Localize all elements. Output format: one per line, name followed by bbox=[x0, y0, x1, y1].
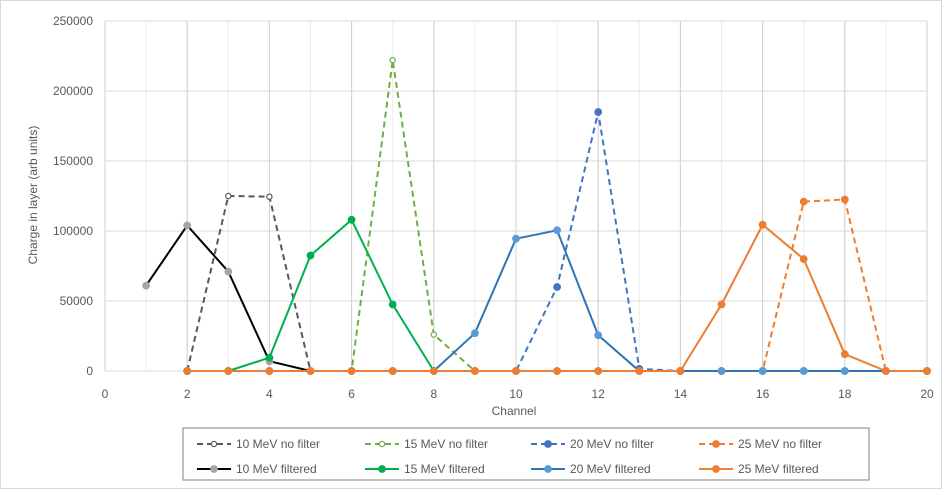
data-point bbox=[183, 367, 192, 375]
x-axis-ticks: 0 2 4 6 8 10 12 14 16 18 20 bbox=[102, 387, 934, 401]
x-tick-label: 2 bbox=[184, 387, 191, 401]
legend-label: 10 MeV no filter bbox=[236, 437, 320, 451]
legend-label: 20 MeV filtered bbox=[570, 462, 651, 476]
x-tick-label: 16 bbox=[756, 387, 770, 401]
data-point bbox=[635, 367, 644, 375]
legend-entry: 15 MeV no filter bbox=[365, 437, 488, 451]
y-axis-ticks: 0 50000 100000 150000 200000 250000 bbox=[53, 14, 93, 378]
y-tick-label: 250000 bbox=[53, 14, 93, 28]
data-point bbox=[389, 57, 396, 64]
plot-area bbox=[142, 57, 931, 375]
series-7 bbox=[183, 220, 931, 375]
legend-entry: 15 MeV filtered bbox=[365, 462, 485, 476]
x-tick-label: 20 bbox=[920, 387, 934, 401]
data-point bbox=[347, 215, 356, 224]
legend-entry: 25 MeV filtered bbox=[699, 462, 819, 476]
x-tick-label: 4 bbox=[266, 387, 273, 401]
y-tick-label: 100000 bbox=[53, 224, 93, 238]
x-tick-label: 12 bbox=[592, 387, 606, 401]
data-point bbox=[388, 300, 397, 309]
legend-label: 20 MeV no filter bbox=[570, 437, 654, 451]
x-tick-label: 14 bbox=[674, 387, 688, 401]
data-point bbox=[553, 283, 561, 291]
legend-box bbox=[182, 427, 870, 481]
data-point bbox=[265, 353, 274, 362]
legend-marker bbox=[210, 465, 218, 473]
legend-entry: 10 MeV filtered bbox=[197, 462, 317, 476]
legend: 10 MeV no filter 15 MeV no filter 20 MeV n… bbox=[182, 427, 870, 481]
x-axis-title: Channel bbox=[492, 404, 537, 418]
legend-marker bbox=[378, 440, 386, 448]
data-point bbox=[840, 367, 849, 375]
x-tick-label: 8 bbox=[430, 387, 437, 401]
data-point bbox=[265, 367, 274, 375]
data-point bbox=[306, 251, 315, 260]
data-point bbox=[306, 367, 315, 375]
legend-label: 10 MeV filtered bbox=[236, 462, 317, 476]
data-point bbox=[512, 367, 520, 375]
data-point bbox=[840, 195, 849, 204]
data-point bbox=[512, 234, 520, 243]
x-tick-label: 10 bbox=[509, 387, 523, 401]
data-point bbox=[224, 267, 233, 276]
data-point bbox=[553, 367, 561, 375]
data-point bbox=[142, 281, 151, 290]
legend-marker bbox=[210, 440, 218, 448]
data-point bbox=[676, 367, 685, 375]
x-tick-label: 18 bbox=[838, 387, 852, 401]
data-point bbox=[799, 367, 808, 375]
legend-items: 10 MeV no filter 15 MeV no filter 20 MeV n… bbox=[197, 437, 822, 476]
data-point bbox=[758, 367, 767, 375]
data-point bbox=[183, 221, 192, 230]
data-point bbox=[225, 192, 232, 200]
y-tick-label: 0 bbox=[86, 364, 93, 378]
y-tick-label: 50000 bbox=[60, 294, 94, 308]
series-4 bbox=[142, 221, 315, 375]
data-point bbox=[840, 350, 849, 359]
data-point bbox=[430, 331, 437, 338]
data-point bbox=[594, 108, 603, 116]
data-point bbox=[471, 367, 479, 375]
data-point bbox=[799, 197, 808, 206]
legend-marker bbox=[544, 465, 552, 473]
y-tick-label: 150000 bbox=[53, 154, 93, 168]
legend-entry: 20 MeV filtered bbox=[531, 462, 651, 476]
legend-entry: 20 MeV no filter bbox=[531, 437, 654, 451]
data-point bbox=[717, 300, 726, 309]
legend-label: 15 MeV no filter bbox=[404, 437, 488, 451]
data-point bbox=[224, 367, 233, 375]
data-point bbox=[471, 329, 479, 338]
gridlines bbox=[104, 20, 928, 372]
data-point bbox=[882, 367, 890, 375]
y-axis-title: Charge in layer (arb units) bbox=[26, 126, 40, 265]
legend-label: 15 MeV filtered bbox=[404, 462, 485, 476]
data-point bbox=[923, 367, 931, 375]
data-point bbox=[758, 220, 767, 229]
data-point bbox=[429, 367, 438, 375]
data-point bbox=[799, 255, 808, 263]
data-point bbox=[594, 367, 603, 375]
legend-label: 25 MeV filtered bbox=[738, 462, 819, 476]
legend-marker bbox=[378, 465, 386, 473]
data-point bbox=[388, 367, 397, 375]
y-tick-label: 200000 bbox=[53, 84, 93, 98]
x-tick-label: 6 bbox=[348, 387, 355, 401]
legend-marker bbox=[544, 440, 552, 448]
legend-entry: 25 MeV no filter bbox=[699, 437, 822, 451]
data-point bbox=[347, 367, 356, 375]
legend-entry: 10 MeV no filter bbox=[197, 437, 320, 451]
data-point bbox=[553, 226, 561, 235]
data-point bbox=[594, 331, 603, 340]
legend-marker bbox=[712, 465, 720, 473]
x-tick-label: 0 bbox=[102, 387, 109, 401]
legend-marker bbox=[712, 440, 720, 448]
data-point bbox=[717, 367, 726, 375]
data-point bbox=[266, 193, 273, 200]
legend-label: 25 MeV no filter bbox=[738, 437, 822, 451]
